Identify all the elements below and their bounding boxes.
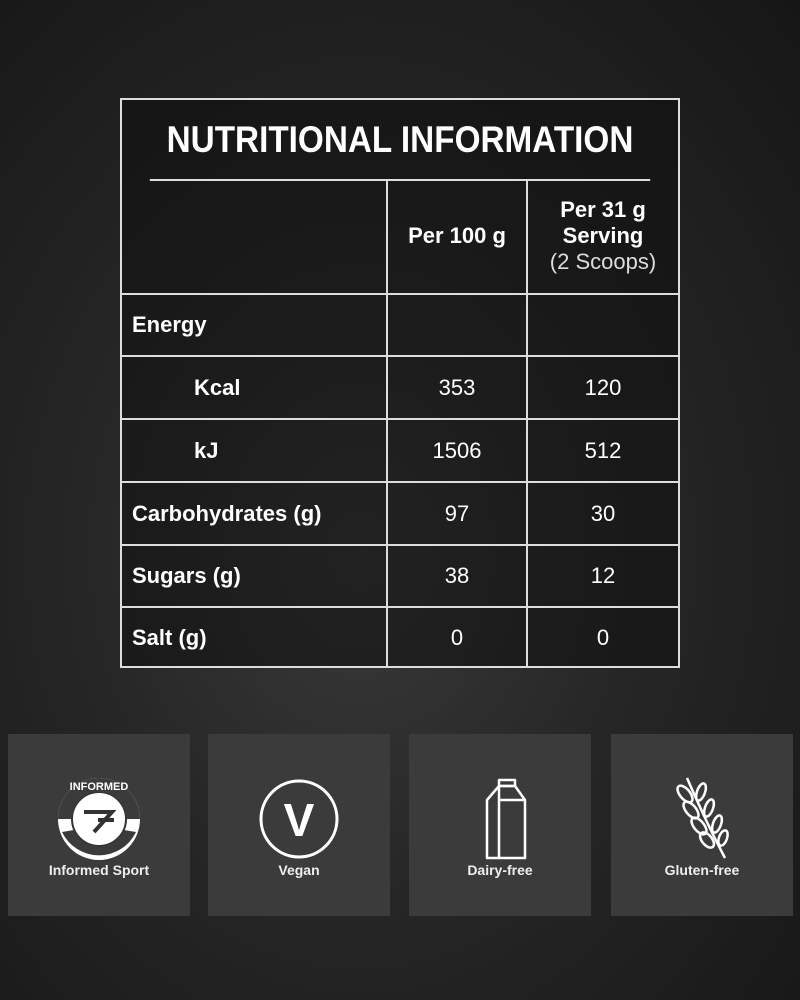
header-empty bbox=[122, 179, 388, 293]
informed-sport-logo-icon: INFORMED bbox=[58, 778, 140, 860]
milk-carton-icon bbox=[485, 778, 527, 860]
header-serving-line3: (2 Scoops) bbox=[549, 249, 657, 274]
nutrient-label: Carbohydrates (g) bbox=[122, 483, 388, 544]
value-per-100g: 353 bbox=[388, 357, 528, 418]
header-serving-line2: Serving bbox=[562, 223, 644, 248]
value-per-serving bbox=[528, 295, 678, 355]
badge-label: Informed Sport bbox=[48, 862, 150, 878]
table-row: Kcal 353 120 bbox=[122, 357, 678, 420]
table-row: kJ 1506 512 bbox=[122, 420, 678, 483]
table-title: NUTRITIONAL INFORMATION bbox=[149, 100, 651, 181]
badge-label: Gluten-free bbox=[664, 862, 740, 878]
nutrient-label: Sugars (g) bbox=[122, 546, 388, 606]
value-per-serving: 120 bbox=[584, 374, 622, 400]
badge-label: Dairy-free bbox=[467, 862, 533, 878]
value-per-serving: 512 bbox=[584, 437, 622, 463]
svg-text:INFORMED: INFORMED bbox=[70, 781, 129, 793]
badge-gluten-free: Gluten-free bbox=[611, 734, 793, 916]
svg-text:V: V bbox=[284, 794, 315, 846]
nutrient-label: Salt (g) bbox=[122, 608, 388, 668]
table-row: Sugars (g) 38 12 bbox=[122, 546, 678, 608]
nutrient-label: Kcal bbox=[122, 357, 388, 418]
badge-informed-sport: INFORMED Informed Sport bbox=[8, 734, 190, 916]
header-serving-line1: Per 31 g bbox=[560, 197, 646, 222]
nutrient-label: Energy bbox=[122, 295, 388, 355]
value-per-100g: 38 bbox=[388, 546, 528, 606]
table-row: Salt (g) 0 0 bbox=[122, 608, 678, 668]
header-per-100g: Per 100 g bbox=[388, 179, 528, 293]
badge-label: Vegan bbox=[278, 862, 320, 878]
nutrition-table: NUTRITIONAL INFORMATION Per 100 g Per 31… bbox=[120, 98, 680, 668]
table-row: Energy bbox=[122, 295, 678, 357]
wheat-icon bbox=[676, 777, 729, 859]
value-per-serving: 0 bbox=[596, 625, 610, 650]
value-per-100g: 0 bbox=[388, 608, 528, 668]
value-per-serving: 12 bbox=[590, 563, 616, 588]
value-per-serving: 30 bbox=[590, 500, 616, 526]
value-per-100g: 1506 bbox=[388, 420, 528, 481]
value-per-100g: 97 bbox=[388, 483, 528, 544]
nutrient-label: kJ bbox=[122, 420, 388, 481]
table-header-row: Per 100 g Per 31 g Serving (2 Scoops) bbox=[122, 179, 678, 295]
value-per-100g bbox=[388, 295, 528, 355]
badge-dairy-free: Dairy-free bbox=[409, 734, 591, 916]
header-per-serving: Per 31 g Serving (2 Scoops) bbox=[528, 179, 678, 293]
vegan-v-icon: V bbox=[259, 779, 339, 859]
badge-vegan: V Vegan bbox=[208, 734, 390, 916]
table-row: Carbohydrates (g) 97 30 bbox=[122, 483, 678, 546]
